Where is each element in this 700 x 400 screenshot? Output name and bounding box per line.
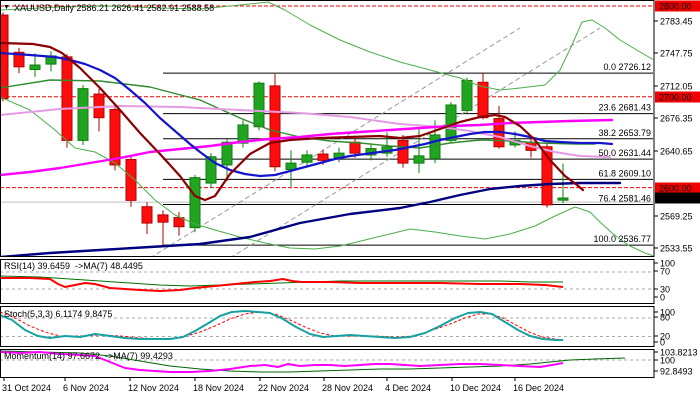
svg-text:2569.25: 2569.25 bbox=[660, 212, 693, 222]
svg-text:2640.65: 2640.65 bbox=[660, 147, 693, 157]
svg-text:18 Nov 2024: 18 Nov 2024 bbox=[193, 383, 244, 393]
svg-text:0: 0 bbox=[660, 293, 665, 303]
bollinger-upper-line bbox=[1, 1, 653, 91]
candle-body bbox=[173, 217, 185, 228]
svg-text:0: 0 bbox=[660, 338, 665, 348]
svg-text:38.2 2653.79: 38.2 2653.79 bbox=[598, 128, 651, 138]
svg-text:10 Dec 2024: 10 Dec 2024 bbox=[450, 383, 501, 393]
trend-channel-line bbox=[152, 27, 521, 256]
axis-highlight-badge bbox=[655, 182, 700, 194]
panel-frame-0 bbox=[0, 0, 655, 257]
candle-body bbox=[445, 104, 457, 141]
svg-text:28 Nov 2024: 28 Nov 2024 bbox=[322, 383, 373, 393]
candle-body bbox=[157, 214, 169, 223]
trend-channel-line bbox=[232, 27, 601, 256]
ma-magenta-line bbox=[1, 118, 614, 177]
candle-body bbox=[141, 206, 153, 224]
candle-body bbox=[349, 141, 361, 154]
svg-text:22 Nov 2024: 22 Nov 2024 bbox=[258, 383, 309, 393]
svg-text:92.8493: 92.8493 bbox=[660, 367, 693, 377]
svg-text:12 Nov 2024: 12 Nov 2024 bbox=[128, 383, 179, 393]
candle-body bbox=[397, 139, 409, 164]
rsi-indicator-label: RSI(14) 39.6459 ->MA(7) 48.4495 bbox=[4, 261, 143, 271]
svg-text:100: 100 bbox=[660, 356, 675, 366]
candle-body bbox=[237, 124, 249, 144]
svg-text:2800.00: 2800.00 bbox=[659, 2, 692, 12]
candle-body bbox=[541, 146, 553, 206]
momentum-ma-line bbox=[1, 350, 626, 373]
svg-text:50.0 2631.44: 50.0 2631.44 bbox=[598, 148, 651, 158]
svg-text:20: 20 bbox=[660, 332, 670, 342]
svg-text:70: 70 bbox=[660, 267, 670, 277]
candle-body bbox=[301, 154, 313, 163]
svg-text:100: 100 bbox=[660, 308, 675, 318]
svg-text:0.0 2726.12: 0.0 2726.12 bbox=[603, 62, 651, 72]
candle-body bbox=[557, 197, 569, 201]
svg-text:100: 100 bbox=[660, 259, 675, 269]
svg-text:2783.45: 2783.45 bbox=[660, 17, 693, 27]
rsi-panel[interactable] bbox=[0, 271, 654, 292]
svg-text:80: 80 bbox=[660, 313, 670, 323]
svg-text:103.8213: 103.8213 bbox=[660, 348, 698, 358]
bollinger-lower-line bbox=[1, 96, 653, 256]
svg-text:2676.35: 2676.35 bbox=[660, 114, 693, 124]
svg-text:6 Nov 2024: 6 Nov 2024 bbox=[63, 383, 109, 393]
symbol-period-ohlc-title: XAUUSD,Daily 2586.21 2626.41 2582.91 258… bbox=[14, 3, 215, 13]
candle-body bbox=[125, 158, 137, 201]
svg-text:76.4 2581.46: 76.4 2581.46 bbox=[598, 193, 651, 203]
svg-text:31 Oct 2024: 31 Oct 2024 bbox=[2, 383, 51, 393]
axis-highlight-badge bbox=[655, 192, 700, 204]
stochastic-indicator-label: Stoch(5,3,3) 6.1174 9.8475 bbox=[4, 309, 113, 319]
svg-text:16 Dec 2024: 16 Dec 2024 bbox=[513, 383, 564, 393]
candle-body bbox=[461, 79, 473, 111]
candle-body bbox=[205, 156, 217, 184]
candle-body bbox=[61, 56, 73, 141]
symbol-dropdown-arrow[interactable]: ▼ bbox=[3, 4, 10, 11]
ma-maroon-line bbox=[1, 41, 585, 202]
candle-body bbox=[221, 141, 233, 166]
candle-body bbox=[189, 177, 201, 229]
main-chart-area[interactable] bbox=[0, 1, 654, 258]
ma-blue-line bbox=[1, 51, 614, 178]
axis-highlight-badge bbox=[655, 91, 700, 103]
candle-body bbox=[109, 109, 121, 166]
svg-text:100.0 2536.77: 100.0 2536.77 bbox=[593, 234, 651, 244]
svg-text:2712.05: 2712.05 bbox=[660, 82, 693, 92]
svg-text:4 Dec 2024: 4 Dec 2024 bbox=[385, 383, 431, 393]
svg-text:2533.55: 2533.55 bbox=[660, 244, 693, 254]
ma-navy-line bbox=[1, 181, 622, 256]
candle-body bbox=[253, 82, 265, 128]
axis-highlight-badge bbox=[655, 0, 700, 12]
momentum-panel[interactable] bbox=[0, 350, 654, 373]
candle-body bbox=[269, 85, 281, 168]
rsi-main-line bbox=[1, 277, 564, 292]
candle-body bbox=[413, 155, 425, 164]
stoch-main-line bbox=[1, 310, 563, 341]
svg-text:2747.75: 2747.75 bbox=[660, 49, 693, 59]
time-axis[interactable]: 31 Oct 2024 6 Nov 2024 12 Nov 2024 18 Nov 2… bbox=[2, 377, 564, 394]
candle-body bbox=[29, 64, 41, 71]
svg-text:23.6 2681.43: 23.6 2681.43 bbox=[598, 103, 651, 113]
candle-body bbox=[77, 88, 89, 141]
candle-body bbox=[1, 14, 9, 100]
stochastic-panel[interactable] bbox=[0, 310, 654, 341]
svg-text:2588.58: 2588.58 bbox=[659, 194, 692, 204]
candle-body bbox=[285, 162, 297, 170]
momentum-indicator-label: Momentum(14) 97.6672 ->MA(7) 99.4293 bbox=[4, 351, 173, 361]
momentum-main-line bbox=[1, 351, 564, 373]
svg-text:61.8 2609.10: 61.8 2609.10 bbox=[598, 168, 651, 178]
fibonacci-labels: 0.0 2726.12 23.6 2681.43 38.2 2653.79 50.0 … bbox=[593, 62, 651, 244]
ma-plum-line bbox=[1, 105, 611, 158]
candle-body bbox=[317, 153, 329, 161]
svg-text:30: 30 bbox=[660, 285, 670, 295]
candle-body bbox=[13, 51, 25, 68]
panel-frame-3 bbox=[0, 349, 655, 378]
rsi-ma-line bbox=[1, 275, 563, 287]
svg-text:2700.00: 2700.00 bbox=[659, 93, 692, 103]
svg-text:2600.00: 2600.00 bbox=[659, 184, 692, 194]
